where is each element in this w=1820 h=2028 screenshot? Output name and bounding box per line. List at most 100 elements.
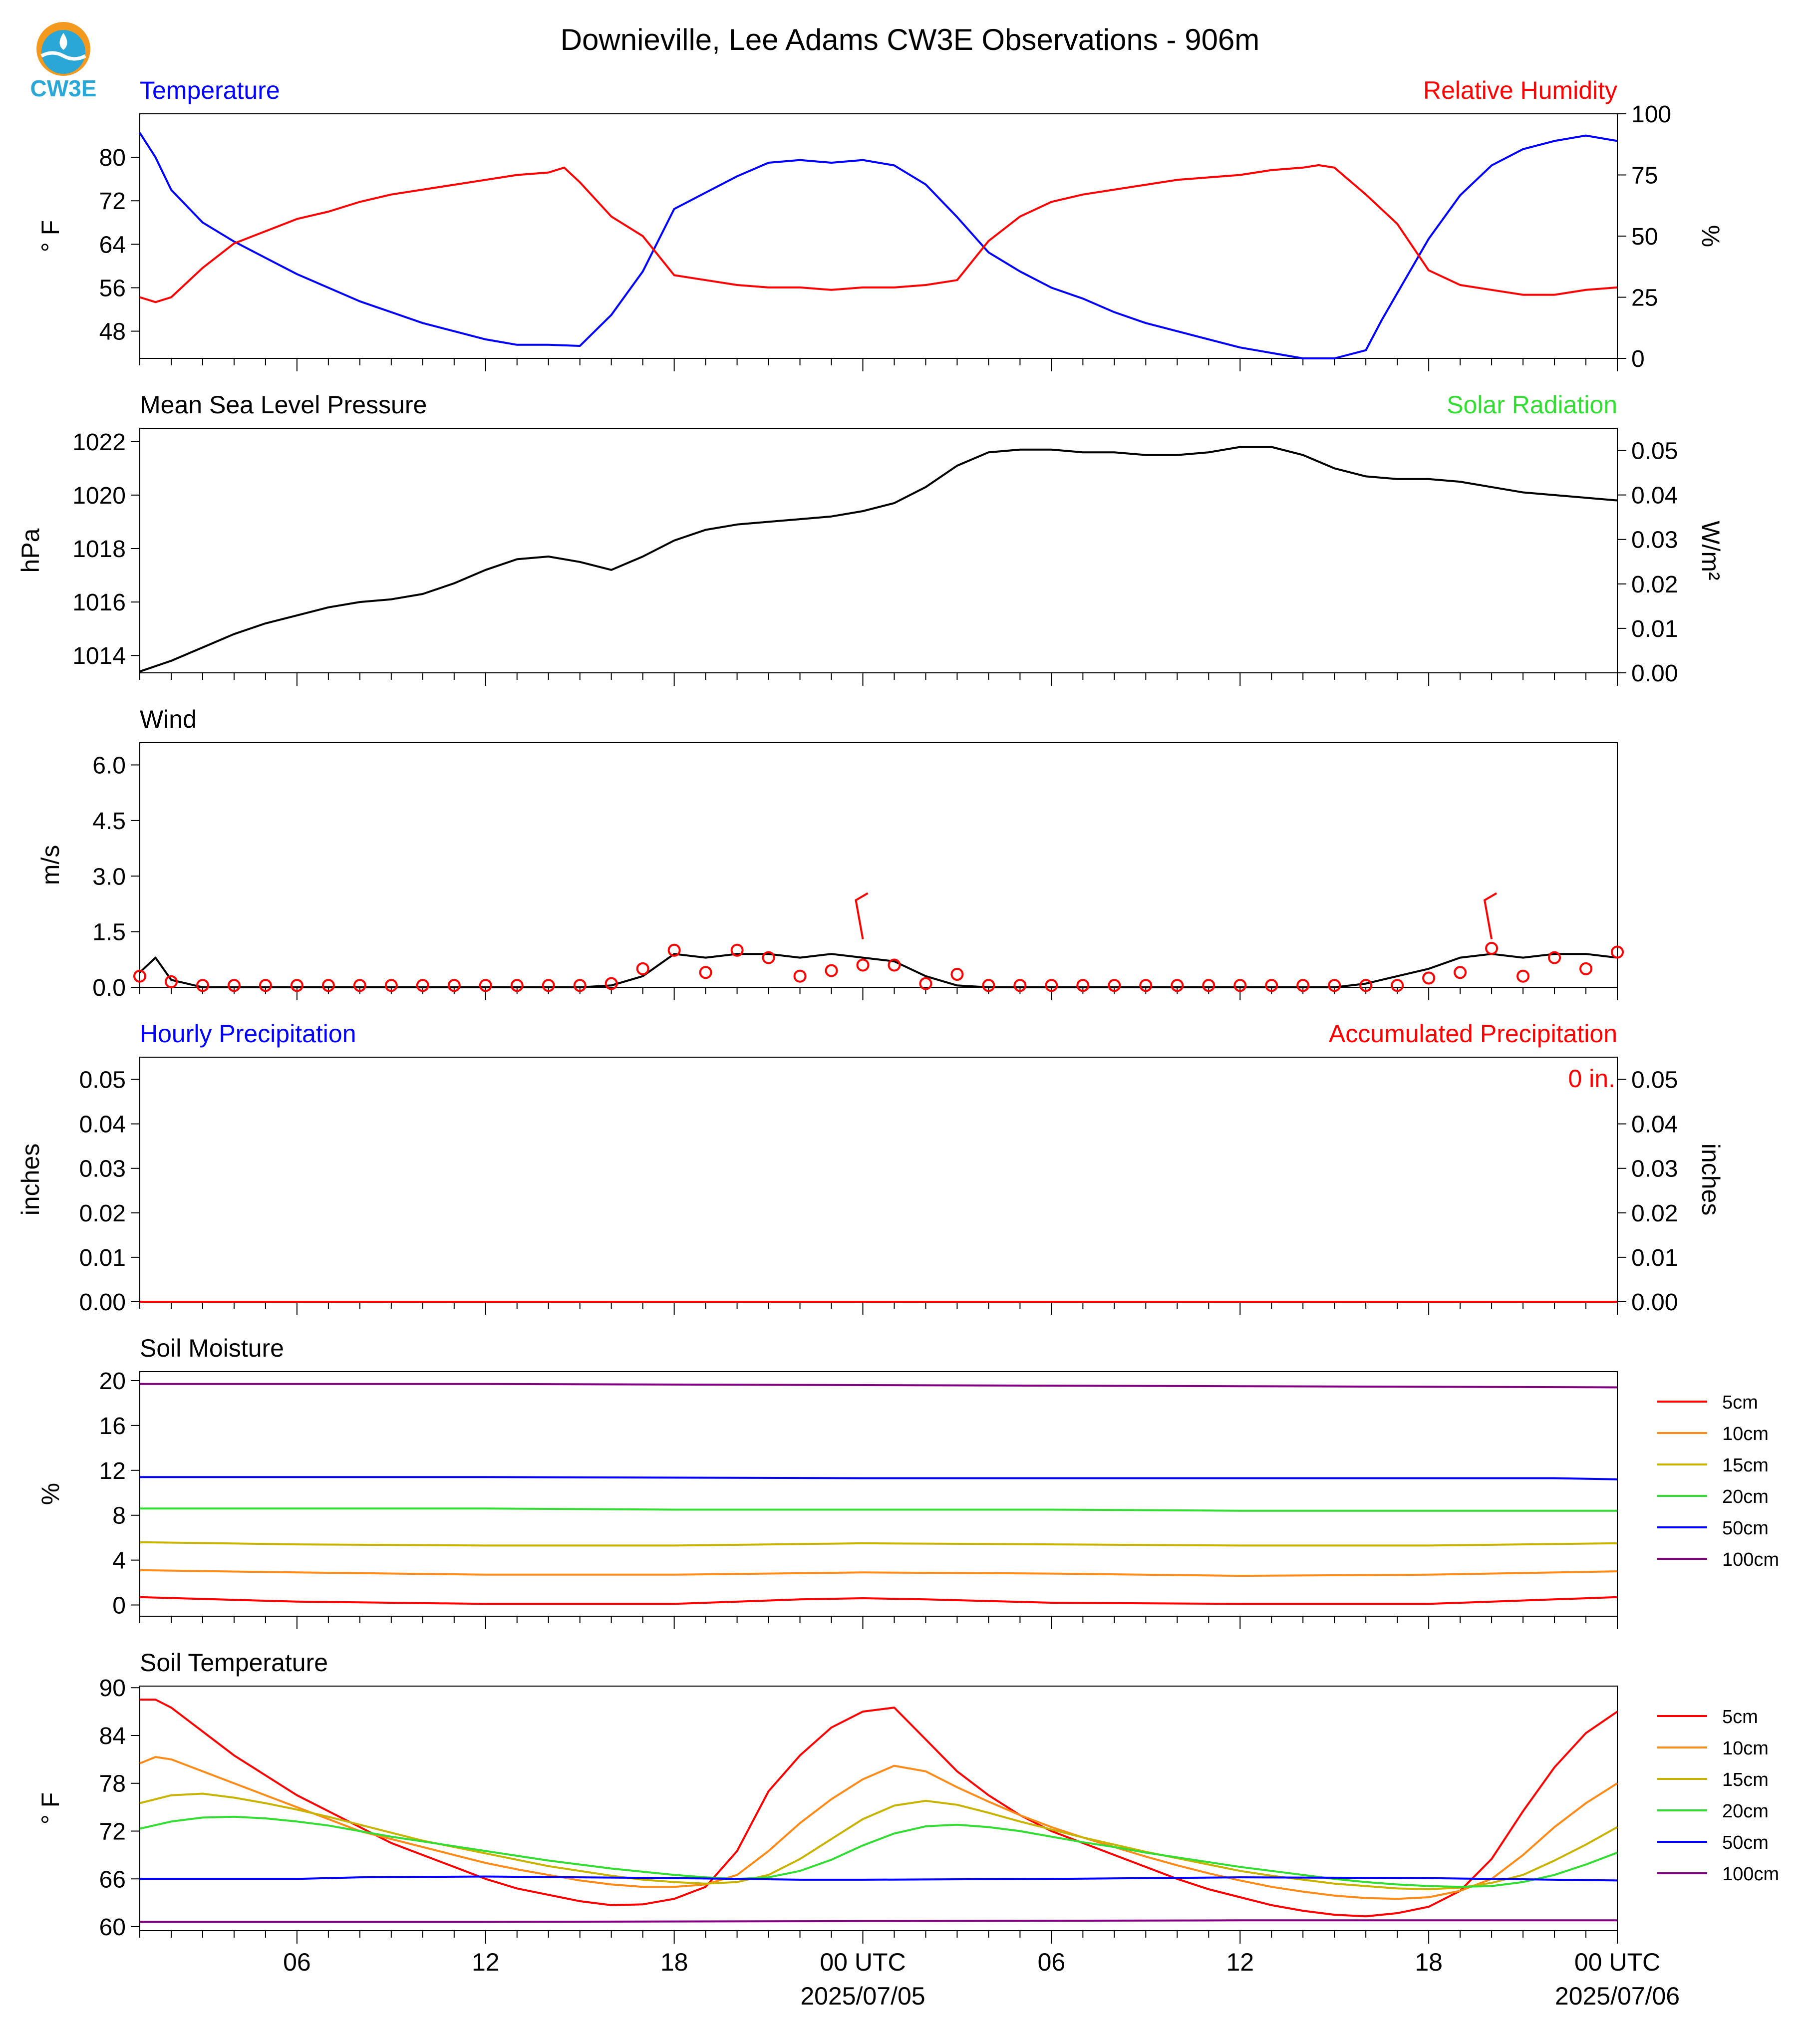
page-title: Downieville, Lee Adams CW3E Observations… bbox=[561, 23, 1260, 56]
y-axis-label: m/s bbox=[36, 845, 64, 885]
wind-gust-marker bbox=[762, 951, 775, 964]
x-date-label: 2025/07/06 bbox=[1555, 1982, 1680, 2010]
wind-gust-marker bbox=[1485, 942, 1499, 955]
legend-label: 10cm bbox=[1722, 1424, 1769, 1445]
y2-tick-label: 50 bbox=[1631, 224, 1658, 250]
y2-tick-label: 0.05 bbox=[1631, 438, 1678, 465]
y-tick-label: 90 bbox=[99, 1675, 126, 1702]
y-tick-label: 1016 bbox=[72, 589, 126, 616]
series-line-mean-sea-level-pressure bbox=[139, 446, 1618, 673]
wind-gust-marker bbox=[447, 979, 461, 992]
y2-tick-label: 0.03 bbox=[1631, 527, 1678, 554]
y-tick-label: 12 bbox=[99, 1458, 126, 1484]
series-line-50cm bbox=[140, 1476, 1618, 1480]
panel-wind: Wind 0.0 1.5 3.0 4.5 6.0 m/s bbox=[36, 705, 1624, 1001]
legend-label: 5cm bbox=[1722, 1707, 1758, 1728]
y-axis-label: inches bbox=[16, 1144, 44, 1216]
series-line-15cm bbox=[139, 1792, 1618, 1890]
legend-label: 50cm bbox=[1722, 1832, 1769, 1853]
wind-gust-marker bbox=[1422, 971, 1436, 985]
y2-tick-label: 75 bbox=[1631, 163, 1658, 189]
wind-gust-marker bbox=[416, 979, 429, 992]
y-tick-label: 56 bbox=[99, 275, 126, 301]
series-line-5cm bbox=[139, 1596, 1618, 1605]
logo-text: CW3E bbox=[30, 75, 97, 101]
wind-barb-icon bbox=[855, 892, 869, 939]
y-tick-label: 3.0 bbox=[92, 864, 126, 890]
wind-gust-marker bbox=[919, 977, 932, 990]
wind-gust-marker bbox=[1328, 979, 1341, 992]
y-tick-label: 4.5 bbox=[92, 808, 126, 835]
wind-gust-marker bbox=[1171, 979, 1184, 992]
series-line-wind bbox=[139, 953, 1618, 988]
x-tick-label: 18 bbox=[1415, 1948, 1443, 1976]
wind-gust-marker bbox=[1391, 979, 1404, 992]
wind-gust-marker bbox=[856, 958, 870, 972]
panel-title: Mean Sea Level Pressure bbox=[140, 391, 427, 419]
x-tick-label: 12 bbox=[472, 1948, 500, 1976]
y2-tick-label: 0.00 bbox=[1631, 660, 1678, 687]
wind-gust-marker bbox=[699, 966, 712, 979]
y-tick-label: 0.05 bbox=[79, 1067, 126, 1094]
y-tick-label: 0.02 bbox=[79, 1200, 126, 1227]
wind-gust-marker bbox=[888, 958, 901, 972]
wind-gust-marker bbox=[227, 979, 241, 992]
y-axis-label: % bbox=[36, 1483, 64, 1505]
wind-barb-icon bbox=[1483, 892, 1498, 939]
y-tick-label: 80 bbox=[99, 145, 126, 171]
y2-tick-label: 0.00 bbox=[1631, 1289, 1678, 1316]
wind-gust-marker bbox=[1045, 979, 1058, 992]
panel-title-right: Relative Humidity bbox=[1423, 76, 1617, 104]
y-tick-label: 6.0 bbox=[92, 753, 126, 779]
legend-label: 5cm bbox=[1722, 1392, 1758, 1413]
y2-axis-label: W/m² bbox=[1697, 521, 1725, 580]
y-tick-label: 78 bbox=[99, 1771, 126, 1797]
y-tick-label: 64 bbox=[99, 232, 126, 258]
wind-gust-marker bbox=[1108, 979, 1121, 992]
x-date-label: 2025/07/05 bbox=[800, 1982, 925, 2010]
y-tick-label: 4 bbox=[112, 1548, 126, 1574]
wind-gust-marker bbox=[1076, 979, 1090, 992]
wind-gust-marker bbox=[1013, 979, 1027, 992]
wind-gust-marker bbox=[164, 975, 178, 988]
wind-gust-marker bbox=[321, 979, 335, 992]
y-tick-label: 72 bbox=[99, 1818, 126, 1845]
x-tick-label: 06 bbox=[1038, 1948, 1066, 1976]
wind-gust-marker bbox=[1548, 951, 1561, 964]
panel-soil_temp: Soil Temperature 60 66 72 78 84 90 ° F 5cm 10cm 15… bbox=[36, 1649, 1779, 1944]
wind-gust-marker bbox=[730, 943, 744, 957]
y-tick-label: 66 bbox=[99, 1866, 126, 1893]
legend-label: 20cm bbox=[1722, 1486, 1769, 1507]
legend-label: 100cm bbox=[1722, 1864, 1779, 1885]
wind-gust-marker bbox=[793, 969, 807, 983]
y2-tick-label: 0 bbox=[1631, 346, 1645, 372]
y-tick-label: 16 bbox=[99, 1413, 126, 1440]
legend-label: 15cm bbox=[1722, 1769, 1769, 1790]
wind-gust-marker bbox=[479, 979, 492, 992]
y-tick-label: 0.03 bbox=[79, 1156, 126, 1182]
series-line-20cm bbox=[139, 1815, 1618, 1888]
wind-gust-marker bbox=[1517, 969, 1530, 983]
wind-gust-marker bbox=[950, 968, 964, 981]
wind-gust-marker bbox=[1202, 979, 1215, 992]
y-tick-label: 60 bbox=[99, 1914, 126, 1941]
panel-title: Temperature bbox=[140, 76, 280, 104]
y2-tick-label: 0.03 bbox=[1631, 1156, 1678, 1182]
panel-title: Hourly Precipitation bbox=[140, 1020, 356, 1048]
y-tick-label: 1020 bbox=[72, 483, 126, 509]
plot-frame bbox=[139, 1686, 1618, 1931]
y-tick-label: 0.01 bbox=[79, 1245, 126, 1271]
plot-frame bbox=[139, 428, 1618, 673]
logo-globe-icon bbox=[41, 30, 85, 74]
panel-title: Soil Moisture bbox=[140, 1334, 284, 1362]
legend-label: 50cm bbox=[1722, 1518, 1769, 1539]
plot-frame bbox=[139, 742, 1618, 988]
y2-tick-label: 0.05 bbox=[1631, 1067, 1678, 1094]
legend-label: 100cm bbox=[1722, 1549, 1779, 1570]
wind-gust-marker bbox=[825, 964, 838, 977]
legend-label: 20cm bbox=[1722, 1801, 1769, 1822]
cw3e-logo: CW3E bbox=[30, 22, 97, 101]
logo-drop-icon bbox=[59, 33, 67, 50]
wind-gust-marker bbox=[384, 979, 398, 992]
y2-tick-label: 100 bbox=[1631, 101, 1671, 128]
